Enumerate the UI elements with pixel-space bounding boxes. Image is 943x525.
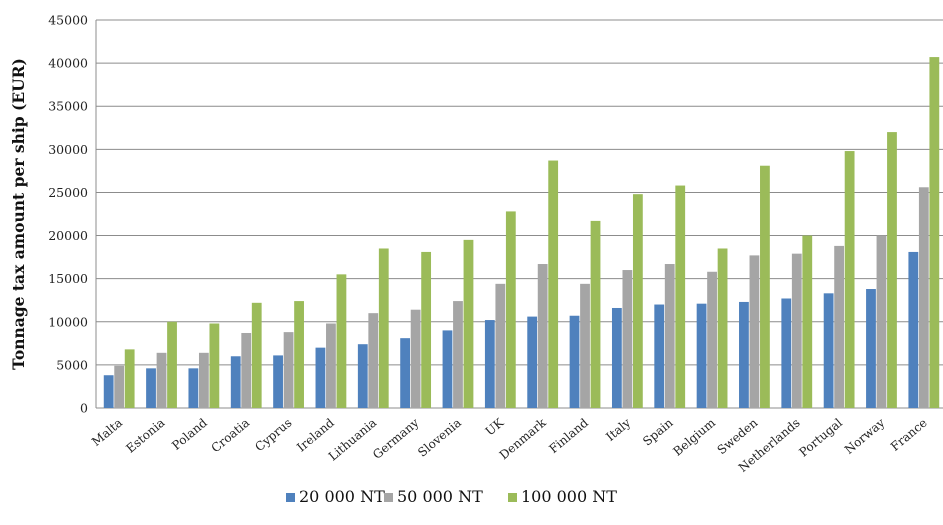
bar-portugal-series-2 (834, 245, 845, 408)
bar-netherlands-series-2 (791, 253, 802, 408)
bar-belgium-series-3 (717, 248, 728, 408)
y-tick-label: 15000 (48, 271, 88, 286)
bar-uk-series-3 (505, 211, 516, 408)
bar-estonia-series-2 (156, 352, 167, 408)
x-category-label: Finland (546, 415, 591, 456)
legend-label: 20 000 NT (299, 487, 385, 506)
legend-swatch (384, 493, 393, 502)
y-tick-label: 40000 (48, 56, 88, 71)
x-category-label: Malta (89, 416, 125, 449)
bar-france-series-2 (918, 187, 929, 408)
bar-sweden-series-2 (749, 255, 760, 408)
bar-norway-series-3 (887, 132, 897, 409)
bar-cyprus-series-2 (283, 332, 294, 408)
legend: 20 000 NT 50 000 NT 100 000 NT (286, 487, 617, 506)
bar-spain-series-1 (654, 304, 665, 408)
bar-poland-series-3 (209, 323, 220, 408)
bar-lithuania-series-3 (378, 248, 389, 408)
bar-slovenia-series-3 (463, 239, 474, 408)
bar-cyprus-series-3 (294, 301, 304, 408)
y-tick-label: 10000 (48, 314, 88, 329)
bar-finland-series-3 (590, 220, 601, 408)
bar-italy-series-3 (632, 194, 643, 408)
y-tick-label: 0 (80, 401, 88, 416)
bar-denmark-series-1 (527, 316, 538, 408)
bar-slovenia-series-2 (453, 301, 463, 408)
y-tick-label: 20000 (48, 228, 88, 243)
y-tick-label: 25000 (48, 185, 88, 200)
bar-ireland-series-1 (315, 347, 326, 408)
legend-swatch (286, 493, 295, 502)
x-category-label: Cyprus (252, 416, 294, 455)
bar-croatia-series-3 (251, 302, 262, 408)
bar-finland-series-1 (569, 315, 580, 408)
bar-spain-series-2 (664, 264, 675, 408)
bar-estonia-series-3 (167, 321, 177, 408)
bar-lithuania-series-1 (357, 344, 368, 408)
y-axis-tick-labels: 0 5000 10000 15000 20000 25000 30000 35000 40000… (48, 13, 88, 416)
x-category-label: UK (483, 415, 507, 439)
bar-estonia-series-1 (146, 368, 156, 408)
y-tick-label: 35000 (48, 99, 88, 114)
bar-malta-series-2 (114, 365, 125, 408)
y-axis-label: Tonnage tax amount per ship (EUR) (9, 58, 28, 370)
bar-italy-series-1 (611, 307, 622, 408)
x-category-label: France (888, 416, 930, 454)
bar-malta-series-3 (124, 349, 135, 408)
bar-denmark-series-3 (548, 160, 559, 408)
bar-malta-series-1 (103, 375, 114, 408)
bars (103, 57, 940, 409)
bar-poland-series-2 (198, 352, 209, 408)
bar-sweden-series-1 (739, 301, 749, 408)
bar-germany-series-1 (400, 338, 411, 408)
x-category-label: Denmark (497, 415, 549, 462)
x-category-label: Belgium (670, 415, 718, 459)
x-category-label: Slovenia (415, 416, 464, 460)
bar-spain-series-3 (675, 185, 686, 408)
bar-belgium-series-2 (707, 271, 717, 408)
bar-norway-series-2 (876, 235, 887, 408)
bar-france-series-3 (929, 57, 940, 408)
bar-croatia-series-1 (230, 356, 241, 408)
bar-ireland-series-3 (336, 274, 347, 408)
x-category-label: Spain (640, 415, 676, 448)
bar-uk-series-2 (495, 283, 506, 408)
legend-swatch (508, 493, 517, 502)
bar-portugal-series-3 (844, 151, 855, 408)
x-category-label: Croatia (209, 416, 253, 456)
bar-ireland-series-2 (326, 323, 336, 408)
bar-lithuania-series-2 (368, 313, 379, 408)
x-category-label: Estonia (123, 416, 167, 456)
bar-norway-series-1 (866, 289, 876, 408)
bar-germany-series-3 (421, 251, 432, 408)
y-tick-label: 5000 (56, 357, 88, 372)
bar-slovenia-series-1 (442, 330, 453, 408)
bar-uk-series-1 (484, 320, 495, 408)
bar-portugal-series-1 (823, 293, 834, 408)
bar-finland-series-2 (580, 283, 590, 408)
bar-germany-series-2 (410, 309, 421, 408)
bar-netherlands-series-1 (781, 298, 792, 408)
x-category-label: Portugal (796, 415, 845, 459)
bar-italy-series-2 (622, 270, 633, 408)
gridlines (95, 19, 943, 409)
bar-sweden-series-3 (760, 165, 770, 408)
x-category-label: Germany (370, 415, 422, 462)
bar-poland-series-1 (188, 368, 199, 408)
legend-label: 100 000 NT (521, 487, 617, 506)
y-tick-label: 30000 (48, 142, 88, 157)
bar-cyprus-series-1 (273, 355, 283, 408)
bar-croatia-series-2 (241, 332, 252, 408)
bar-netherlands-series-3 (802, 235, 813, 408)
y-tick-label: 45000 (48, 13, 88, 28)
bar-belgium-series-1 (696, 303, 707, 408)
x-category-label: Italy (603, 415, 633, 443)
legend-label: 50 000 NT (397, 487, 483, 506)
x-category-label: Poland (169, 415, 210, 452)
x-category-label: Norway (842, 415, 888, 457)
bar-denmark-series-2 (537, 264, 548, 408)
bar-france-series-1 (908, 251, 919, 408)
